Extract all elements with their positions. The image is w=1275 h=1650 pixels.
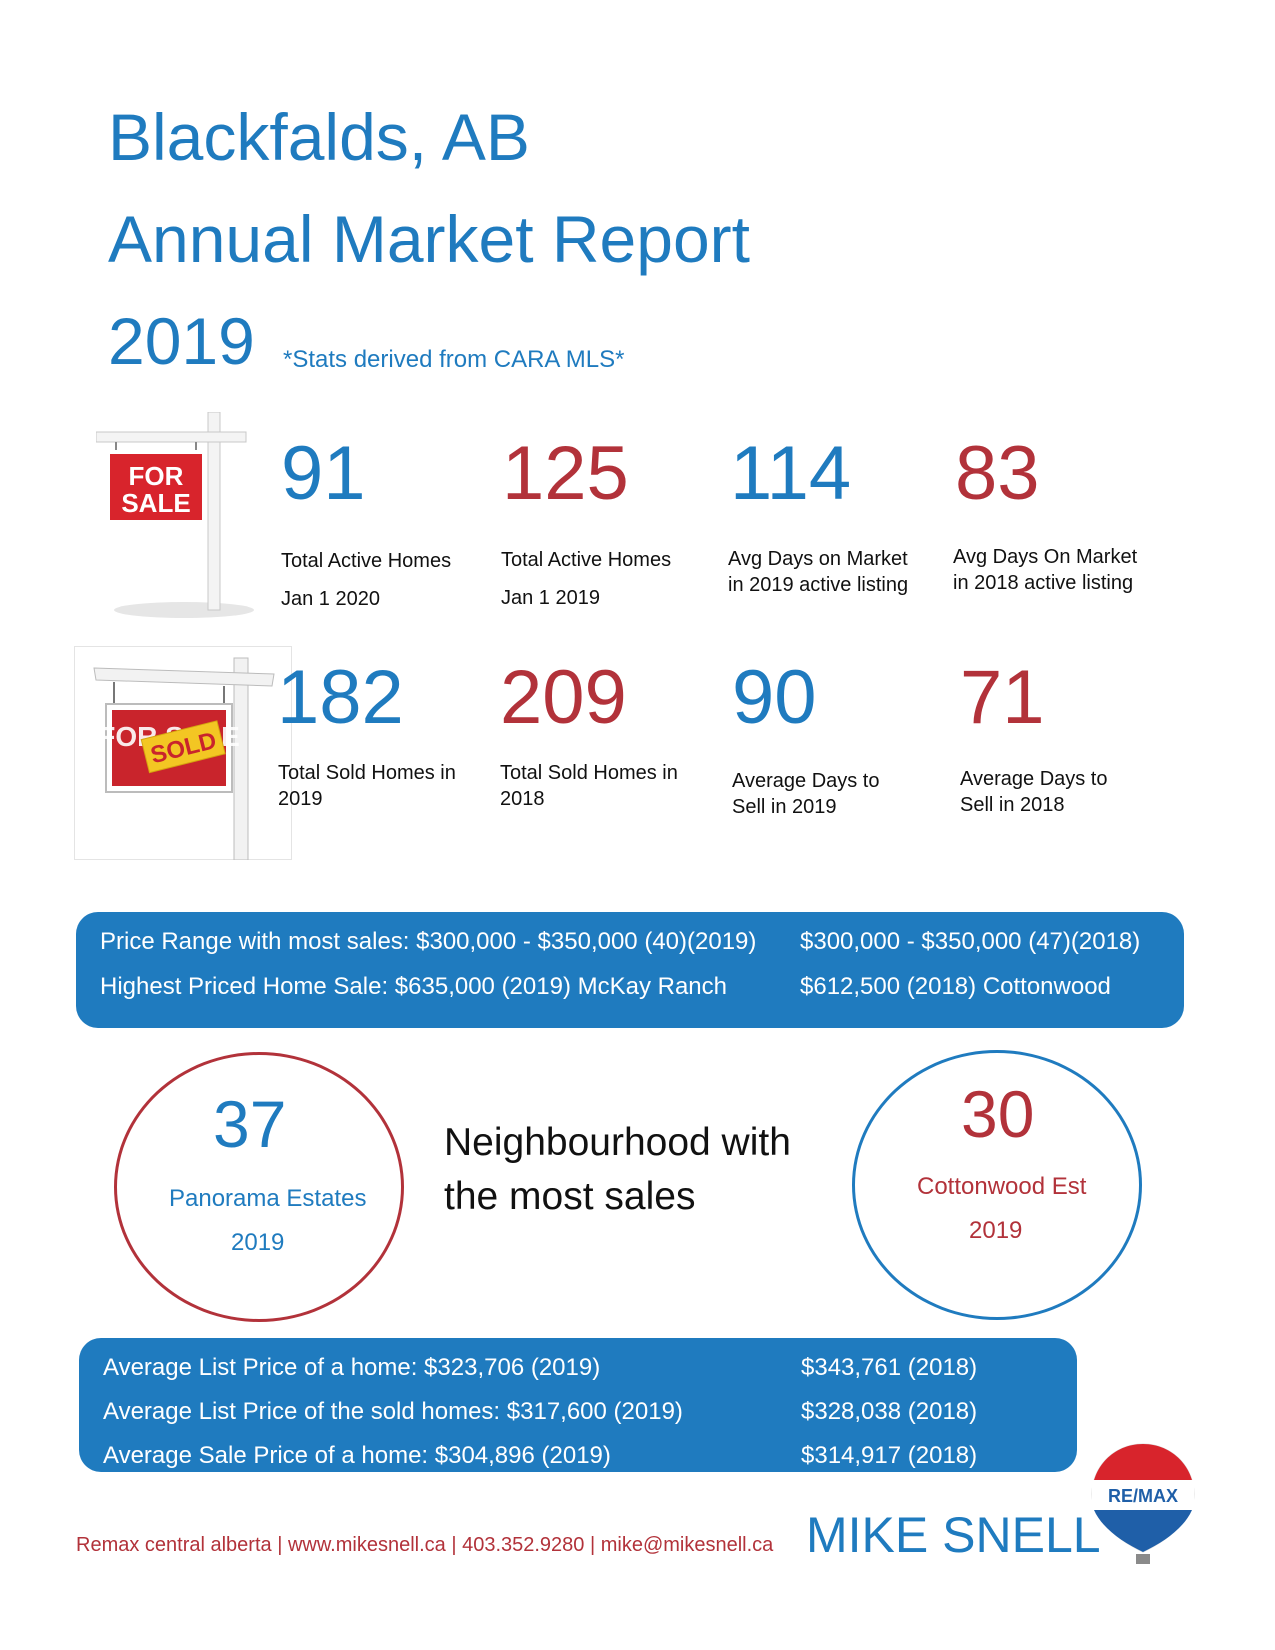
agent-name: MIKE SNELL — [806, 1507, 1101, 1563]
stat-value-days-sell-2019: 90 — [732, 655, 817, 740]
for-sale-sign-text-1: FOR — [129, 461, 184, 491]
stat-label-days-market-2018-line2: in 2018 active listing — [953, 572, 1134, 594]
stat-label-active-2019-line2: Jan 1 2019 — [501, 587, 600, 609]
stat-value-sold-2019: 182 — [277, 655, 404, 740]
remax-balloon-logo: RE/MAX — [1091, 1443, 1195, 1564]
avg-sale-price-2018: $314,917 (2018) — [801, 1442, 978, 1469]
sold-sign-image: FOR SALE SOLD — [74, 646, 292, 860]
avg-sale-price-2019: Average Sale Price of a home: $304,896 (… — [103, 1442, 611, 1469]
location-title: Blackfalds, AB — [108, 100, 530, 174]
stat-label-days-sell-2018-line2: Sell in 2018 — [960, 794, 1065, 816]
stat-value-days-market-2019: 114 — [730, 431, 852, 516]
stat-label-active-2019-line1: Total Active Homes — [501, 549, 672, 571]
neighbourhood-circle-2019: 37 Panorama Estates 2019 — [114, 1052, 404, 1322]
neighbourhood-heading-line1: Neighbourhood with — [444, 1121, 791, 1164]
for-sale-sign-image: FOR SALE — [96, 412, 254, 618]
price-range-panel: Price Range with most sales: $300,000 - … — [76, 912, 1184, 1028]
neighbourhood-name-right: Cottonwood Est — [917, 1173, 1087, 1200]
highest-sale-2019: Highest Priced Home Sale: $635,000 (2019… — [100, 973, 727, 1000]
stat-label-sold-2019-line1: Total Sold Homes in — [278, 762, 456, 784]
remax-logo-text: RE/MAX — [1108, 1486, 1178, 1506]
stat-value-active-2019: 125 — [502, 431, 629, 516]
stat-label-sold-2018-line2: 2018 — [500, 788, 545, 810]
avg-list-price-2018: $343,761 (2018) — [801, 1354, 978, 1381]
price-range-2019: Price Range with most sales: $300,000 - … — [100, 928, 757, 955]
stat-label-days-market-2018-line1: Avg Days On Market — [953, 546, 1138, 568]
stat-label-days-sell-2019-line2: Sell in 2019 — [732, 796, 837, 818]
stat-label-days-sell-2018-line1: Average Days to — [960, 768, 1108, 790]
neighbourhood-year-right: 2019 — [969, 1217, 1023, 1244]
stat-value-sold-2018: 209 — [500, 655, 627, 740]
stat-label-sold-2019-line2: 2019 — [278, 788, 323, 810]
stat-value-days-sell-2018: 71 — [960, 655, 1045, 740]
neighbourhood-value-right: 30 — [961, 1077, 1035, 1151]
stat-label-days-market-2019-line2: in 2019 active listing — [728, 574, 909, 596]
stat-label-days-sell-2019-line1: Average Days to — [732, 770, 880, 792]
stat-value-days-market-2018: 83 — [955, 431, 1040, 516]
neighbourhood-heading-line2: the most sales — [444, 1175, 696, 1218]
highest-sale-2018: $612,500 (2018) Cottonwood — [800, 973, 1111, 1000]
stat-label-active-2020-line2: Jan 1 2020 — [281, 588, 380, 610]
price-range-2018: $300,000 - $350,000 (47)(2018) — [800, 928, 1141, 955]
stat-label-active-2020-line1: Total Active Homes — [281, 550, 452, 572]
neighbourhood-circle-2019-right: 30 Cottonwood Est 2019 — [852, 1050, 1142, 1320]
avg-list-price-2019: Average List Price of a home: $323,706 (… — [103, 1354, 601, 1381]
avg-list-price-sold-2018: $328,038 (2018) — [801, 1398, 978, 1425]
stat-label-sold-2018-line1: Total Sold Homes in — [500, 762, 678, 784]
footer-contact: Remax central alberta | www.mikesnell.ca… — [76, 1534, 774, 1556]
neighbourhood-value-2019: 37 — [213, 1087, 287, 1161]
average-price-panel: Average List Price of a home: $323,706 (… — [79, 1338, 1077, 1472]
report-year: 2019 — [108, 304, 255, 378]
source-note: *Stats derived from CARA MLS* — [283, 346, 625, 373]
stat-value-active-2020: 91 — [281, 431, 366, 516]
avg-list-price-sold-2019: Average List Price of the sold homes: $3… — [103, 1398, 683, 1425]
report-title: Annual Market Report — [108, 202, 750, 276]
neighbourhood-heading: Neighbourhood with the most sales — [444, 1116, 791, 1224]
for-sale-sign-text-2: SALE — [121, 488, 190, 518]
stat-label-days-market-2019-line1: Avg Days on Market — [728, 548, 908, 570]
neighbourhood-year-left: 2019 — [231, 1229, 285, 1256]
neighbourhood-name-2019: Panorama Estates — [169, 1185, 367, 1212]
